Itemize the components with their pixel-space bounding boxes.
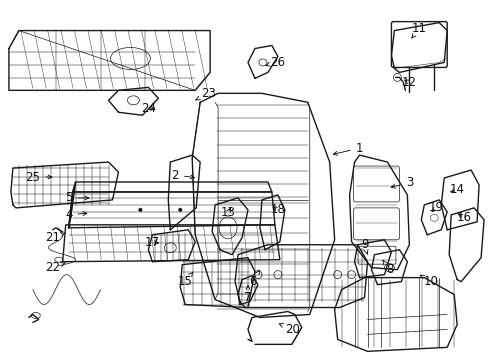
Text: 25: 25 — [25, 171, 52, 184]
Text: 17: 17 — [144, 236, 160, 249]
Text: 7: 7 — [244, 285, 251, 304]
Text: 4: 4 — [65, 208, 87, 221]
Circle shape — [138, 208, 142, 212]
Text: 26: 26 — [265, 56, 285, 69]
Text: 19: 19 — [428, 201, 443, 215]
Text: 6: 6 — [249, 270, 259, 288]
Text: 22: 22 — [45, 261, 65, 274]
Text: 23: 23 — [195, 87, 215, 100]
Text: 16: 16 — [456, 211, 471, 224]
Text: 15: 15 — [178, 272, 192, 288]
Text: 10: 10 — [419, 275, 438, 288]
Text: 20: 20 — [279, 323, 300, 336]
Text: 12: 12 — [401, 76, 416, 89]
Text: 3: 3 — [390, 176, 412, 189]
Text: 21: 21 — [45, 231, 65, 244]
Text: 5: 5 — [65, 192, 89, 204]
Text: 8: 8 — [382, 260, 392, 276]
Text: 2: 2 — [171, 168, 194, 181]
Text: 13: 13 — [220, 206, 235, 219]
Circle shape — [178, 208, 182, 212]
Text: 14: 14 — [449, 184, 464, 197]
Text: 18: 18 — [270, 203, 285, 216]
Text: 9: 9 — [360, 238, 367, 254]
Text: 11: 11 — [411, 22, 426, 38]
Text: 24: 24 — [141, 102, 156, 115]
Text: 1: 1 — [333, 141, 363, 155]
